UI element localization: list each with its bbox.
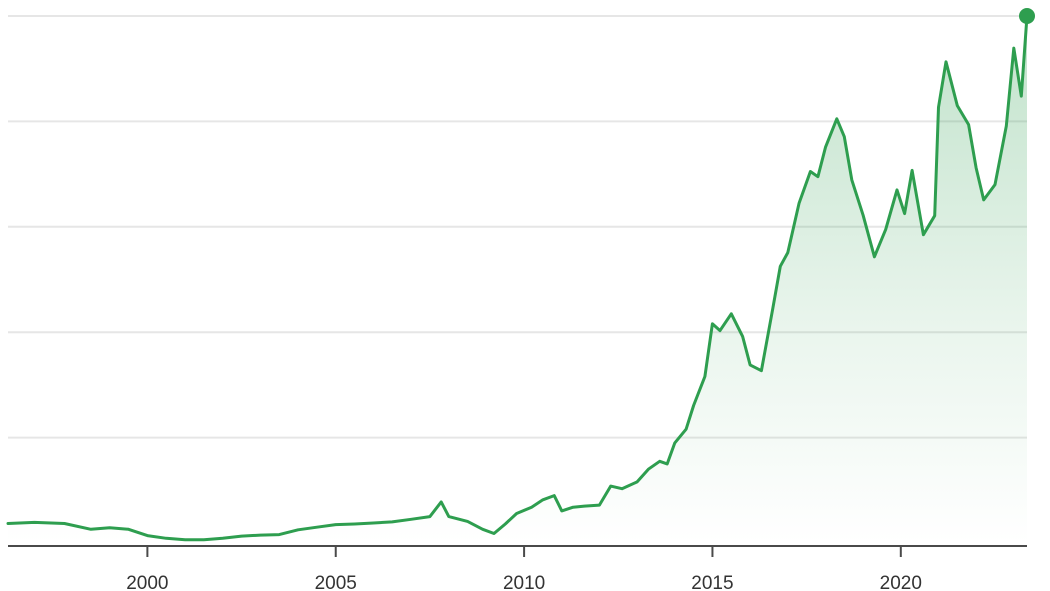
x-tick-label-2000: 2000 [126,573,168,591]
latest-point-marker[interactable] [1019,8,1035,24]
x-axis: 2000 2005 2010 2015 2020 [8,545,1027,591]
series-line [6,14,1029,542]
line-layer [6,8,1035,542]
x-tick-label-2020: 2020 [880,573,922,591]
area-layer [8,16,1027,543]
x-tick-label-2005: 2005 [315,573,357,591]
x-tick-label-2015: 2015 [691,573,733,591]
x-tick-label-2010: 2010 [503,573,545,591]
series-area [8,16,1027,543]
